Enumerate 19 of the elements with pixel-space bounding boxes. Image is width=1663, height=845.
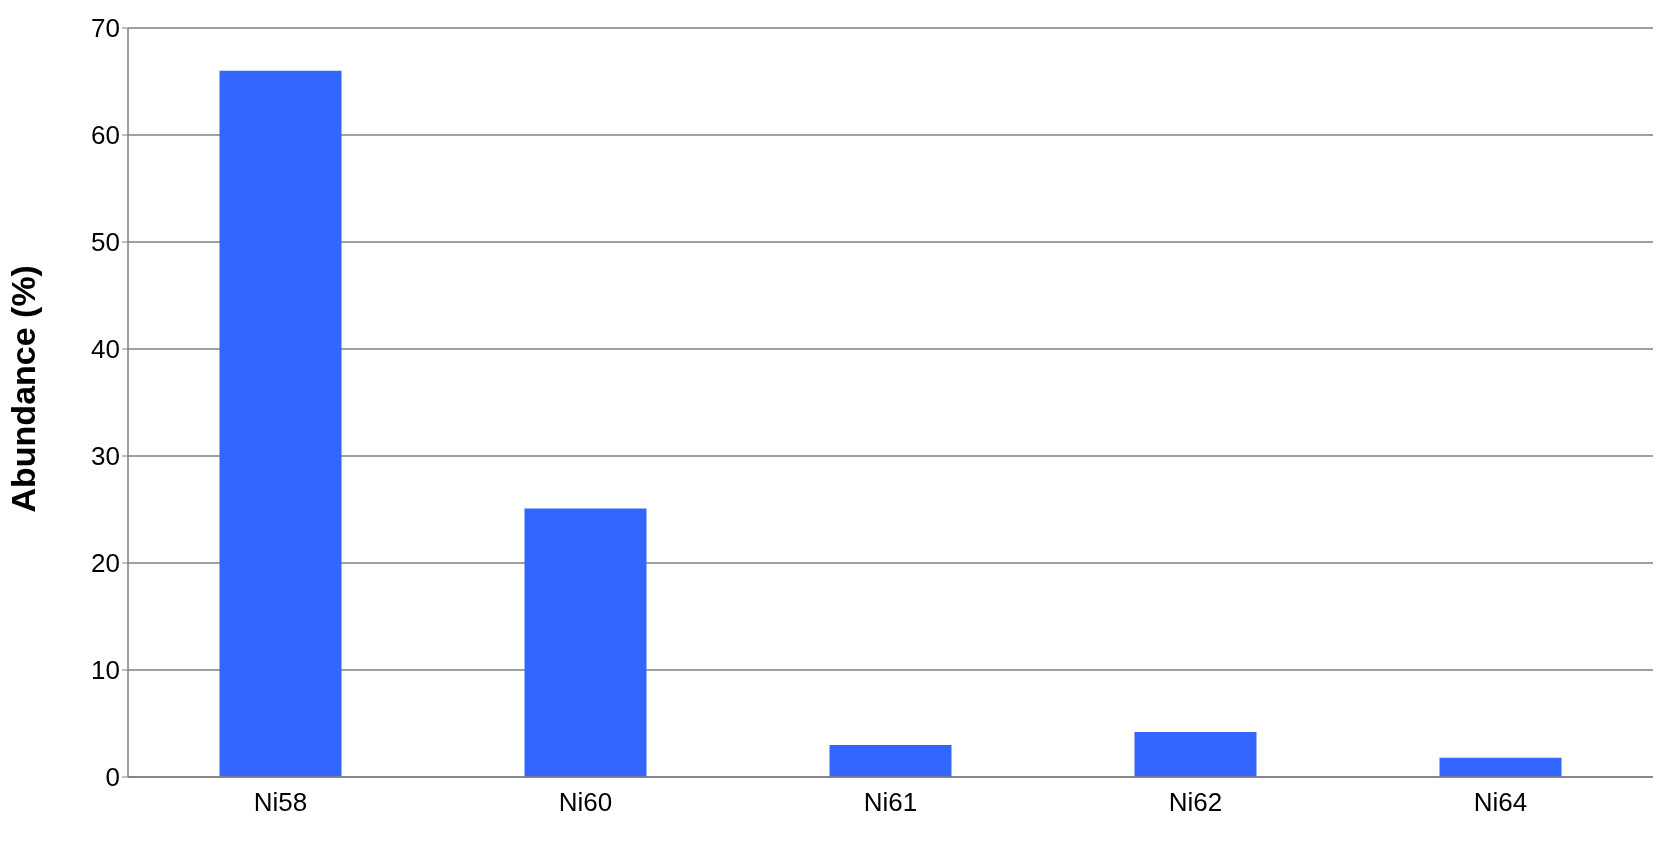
x-tick-label: Ni60 [558, 787, 613, 818]
y-tick-label: 30 [91, 441, 120, 472]
y-tick-label: 60 [91, 120, 120, 151]
x-tick-label: Ni61 [863, 787, 918, 818]
x-tick-label: Ni64 [1473, 787, 1528, 818]
y-tick-label: 20 [91, 548, 120, 579]
bar [219, 70, 342, 777]
bar [829, 744, 952, 777]
y-tick-label: 10 [91, 655, 120, 686]
y-tick-label: 50 [91, 227, 120, 258]
bar [1439, 757, 1562, 777]
y-tick-label: 40 [91, 334, 120, 365]
x-tick-label: Ni58 [253, 787, 308, 818]
bar [524, 508, 647, 777]
y-axis-title: Abundance (%) [4, 265, 43, 513]
y-tick-label: 70 [91, 13, 120, 44]
y-tick-label: 0 [105, 762, 120, 793]
bar [1134, 732, 1257, 777]
x-tick-label: Ni62 [1168, 787, 1223, 818]
